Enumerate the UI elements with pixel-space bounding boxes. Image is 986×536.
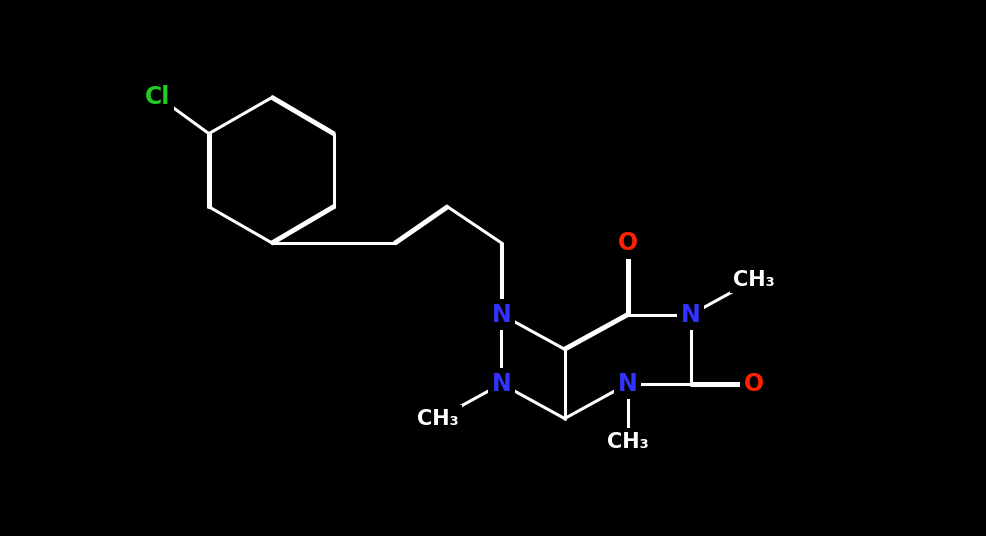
Text: N: N: [681, 302, 701, 326]
Text: CH₃: CH₃: [734, 270, 775, 290]
Text: N: N: [492, 302, 512, 326]
Text: N: N: [492, 372, 512, 396]
Text: CH₃: CH₃: [417, 408, 459, 428]
Text: Cl: Cl: [145, 85, 171, 109]
Text: O: O: [617, 231, 638, 255]
Text: O: O: [744, 372, 764, 396]
Text: N: N: [618, 372, 638, 396]
Text: CH₃: CH₃: [606, 431, 649, 452]
